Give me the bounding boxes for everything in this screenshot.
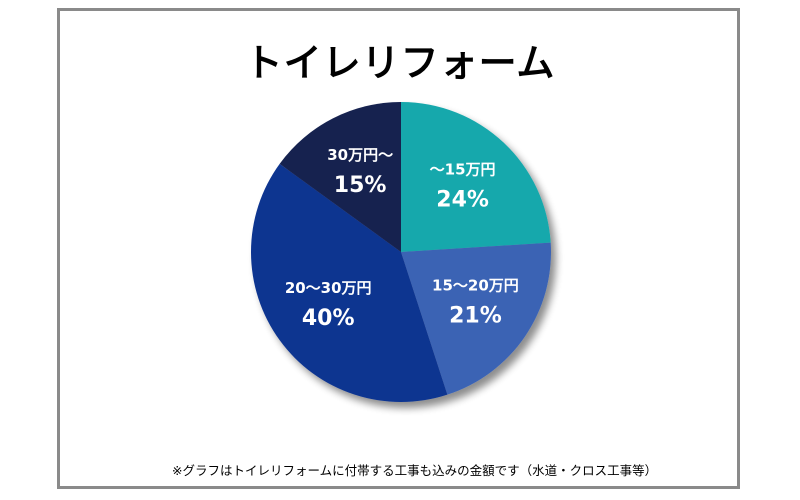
- slice-category-label: 20〜30万円: [285, 279, 372, 297]
- footnote: ※グラフはトイレリフォームに付帯する工事も込みの金額です（水道・クロス工事等）: [172, 463, 658, 478]
- slice-value-label: 40%: [302, 306, 355, 331]
- slice-value-label: 24%: [436, 187, 489, 212]
- slice-category-label: 〜15万円: [430, 160, 496, 178]
- pie-slice: [401, 102, 551, 252]
- slice-value-label: 21%: [449, 304, 502, 329]
- chart-title: トイレリフォーム: [244, 41, 556, 85]
- pie-slice: [279, 102, 401, 252]
- pie-slice: [251, 163, 448, 402]
- slice-category-label: 15〜20万円: [432, 277, 519, 295]
- slice-category-label: 30万円〜: [327, 146, 393, 164]
- pie-slice: [401, 242, 551, 395]
- slice-value-label: 15%: [334, 173, 387, 198]
